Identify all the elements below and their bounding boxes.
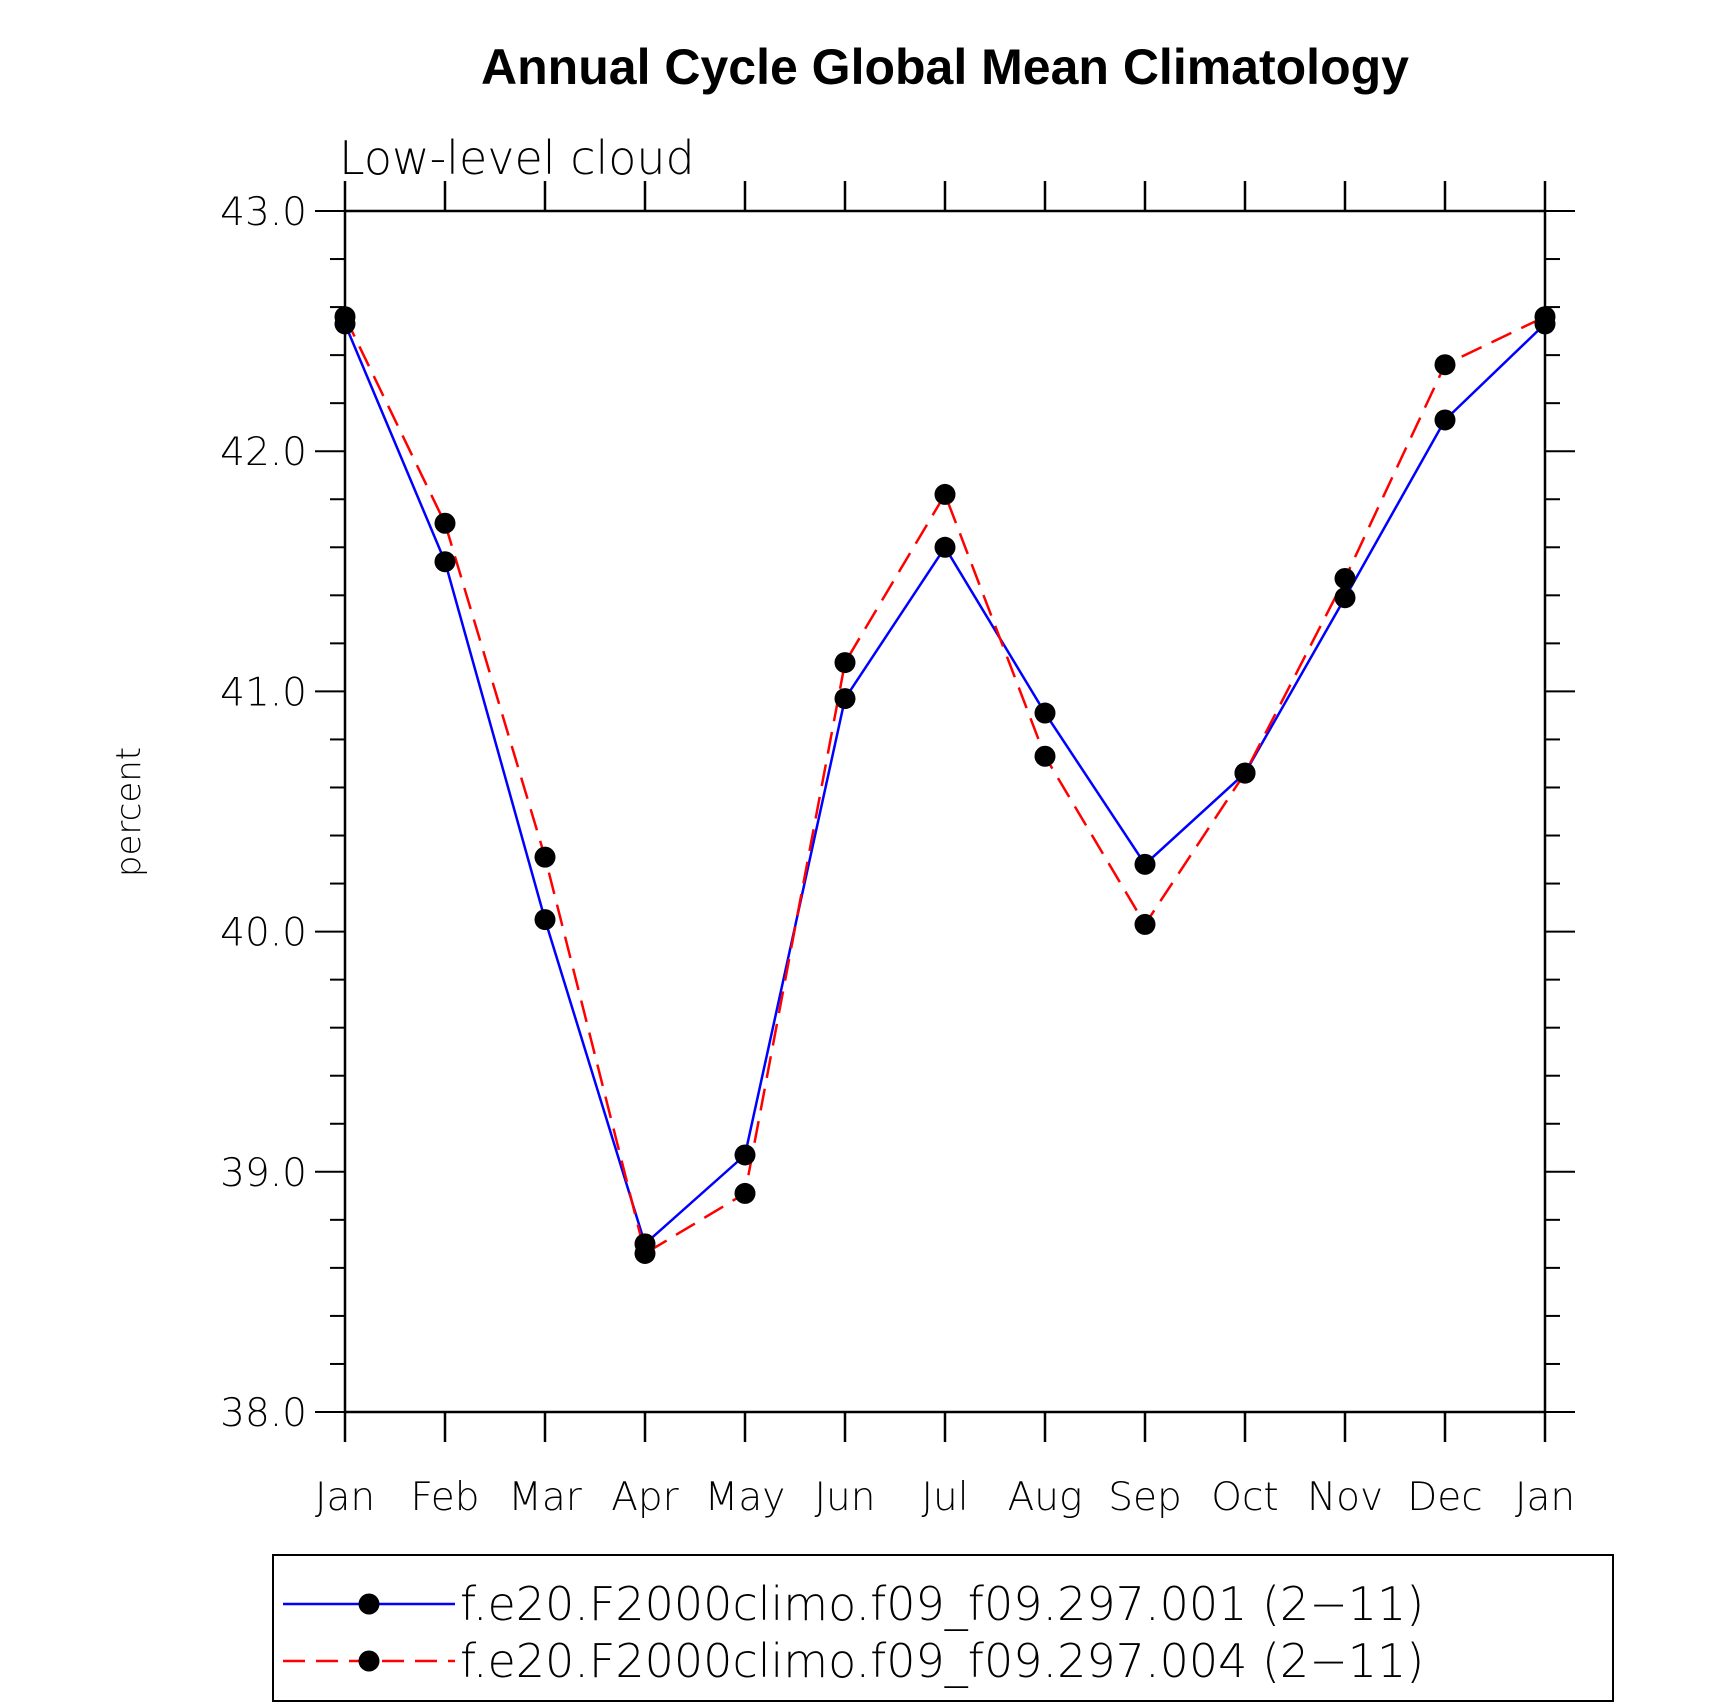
x-tick-label: Feb xyxy=(410,1475,479,1520)
data-point-series-2 xyxy=(934,483,956,505)
data-point-series-2 xyxy=(1234,762,1256,784)
data-point-series-2 xyxy=(1434,354,1456,376)
x-tick-label: Oct xyxy=(1211,1475,1278,1520)
x-tick-label: Jan xyxy=(1515,1475,1575,1520)
x-tick-label: Dec xyxy=(1407,1475,1482,1520)
x-tick-label: Sep xyxy=(1108,1475,1182,1520)
data-point-series-2 xyxy=(434,512,456,534)
data-point-series-2 xyxy=(534,846,556,868)
x-tick-label: Apr xyxy=(611,1475,678,1520)
chart-subtitle: Low-level cloud xyxy=(339,131,695,185)
data-point-series-2 xyxy=(734,1182,756,1204)
x-tick-label: Aug xyxy=(1008,1475,1083,1520)
data-point-series-1 xyxy=(734,1144,756,1166)
y-axis-label: percent xyxy=(109,747,149,877)
data-point-series-2 xyxy=(1334,568,1356,590)
x-tick-label: May xyxy=(705,1475,786,1520)
axes: 38.0 39.0 40.0 41.0 42.0 43.0 Jan Feb Mar Apr May J… xyxy=(220,181,1575,1520)
data-point-series-2 xyxy=(1134,913,1156,935)
data-point-series-1 xyxy=(1334,587,1356,609)
legend-label-2: f.e20.F2000climo.f09_f09.297.004 (2−11) xyxy=(460,1634,1424,1688)
legend-label-1: f.e20.F2000climo.f09_f09.297.001 (2−11) xyxy=(460,1577,1424,1631)
data-point-series-1 xyxy=(1134,853,1156,875)
data-point-series-2 xyxy=(834,652,856,674)
y-tick-label: 40.0 xyxy=(220,911,307,956)
y-tick-label: 43.0 xyxy=(220,190,307,235)
y-tick-label: 42.0 xyxy=(220,430,307,475)
data-point-series-2 xyxy=(334,306,356,328)
legend-marker-1 xyxy=(358,1593,380,1615)
x-tick-label: Jul xyxy=(921,1475,968,1520)
plot-frame xyxy=(343,209,1547,1414)
series-layer xyxy=(334,306,1556,1264)
legend-marker-2 xyxy=(358,1650,380,1672)
data-point-series-2 xyxy=(1534,306,1556,328)
data-point-series-1 xyxy=(1034,702,1056,724)
x-tick-label: Nov xyxy=(1307,1475,1383,1520)
y-tick-label: 39.0 xyxy=(220,1151,307,1196)
data-point-series-1 xyxy=(834,688,856,710)
y-tick-label: 41.0 xyxy=(220,670,307,715)
series-line-1 xyxy=(343,322,1546,1247)
legend-box xyxy=(272,1554,1614,1702)
y-tick-label: 38.0 xyxy=(220,1391,307,1436)
x-tick-label: Mar xyxy=(508,1475,582,1520)
data-point-series-1 xyxy=(1434,409,1456,431)
x-tick-label: Jan xyxy=(315,1475,375,1520)
data-point-series-1 xyxy=(934,536,956,558)
data-point-series-2 xyxy=(1034,745,1056,767)
legend: f.e20.F2000climo.f09_f09.297.001 (2−11)f… xyxy=(272,1554,1614,1702)
data-point-series-2 xyxy=(634,1242,656,1264)
data-point-series-1 xyxy=(534,909,556,931)
chart-title: Annual Cycle Global Mean Climatology xyxy=(481,39,1409,95)
data-point-series-1 xyxy=(434,551,456,573)
x-tick-label: Jun xyxy=(815,1475,876,1520)
series-line-2 xyxy=(343,315,1546,1256)
